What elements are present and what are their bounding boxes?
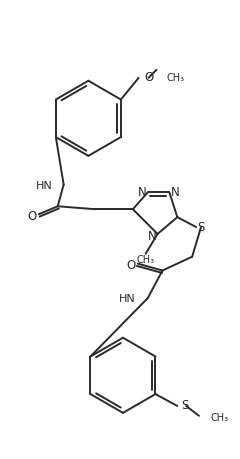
Text: N: N	[138, 185, 147, 198]
Text: HN: HN	[119, 294, 136, 303]
Text: S: S	[197, 220, 204, 233]
Text: O: O	[145, 71, 154, 84]
Text: O: O	[27, 209, 37, 222]
Text: N: N	[148, 230, 156, 243]
Text: HN: HN	[36, 180, 53, 190]
Text: S: S	[181, 398, 189, 412]
Text: CH₃: CH₃	[211, 412, 229, 422]
Text: O: O	[126, 258, 136, 271]
Text: N: N	[170, 185, 179, 198]
Text: CH₃: CH₃	[137, 254, 155, 264]
Text: CH₃: CH₃	[166, 73, 185, 83]
